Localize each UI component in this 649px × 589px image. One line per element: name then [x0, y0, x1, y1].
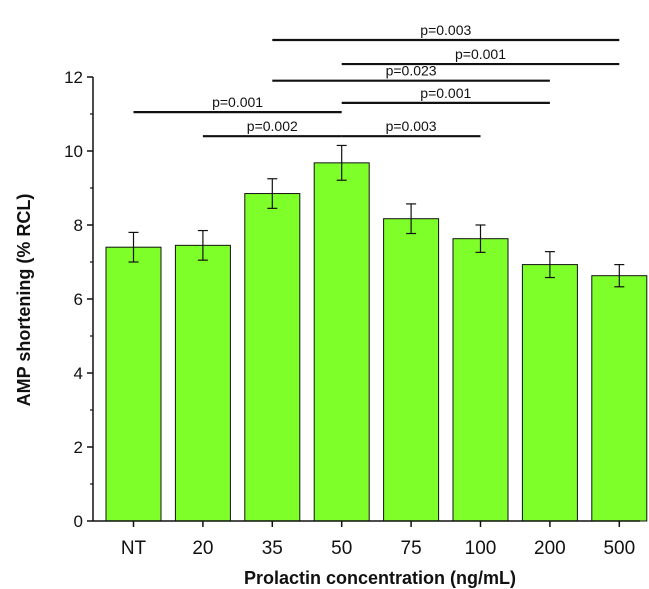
bar — [244, 193, 301, 522]
bar — [383, 218, 440, 522]
bars — [105, 162, 648, 522]
p-value-label: p=0.003 — [420, 22, 471, 38]
x-tick-label: 50 — [331, 538, 352, 559]
y-axis: 0 2 4 6 8 10 12 — [64, 68, 94, 531]
y-tick-label: 10 — [64, 142, 83, 161]
x-tick-label: NT — [121, 538, 147, 559]
y-tick-label: 2 — [74, 438, 83, 457]
bar — [591, 275, 648, 522]
x-tick-label: 200 — [534, 538, 566, 559]
x-tick-label: 35 — [262, 538, 283, 559]
bar — [452, 238, 509, 522]
p-value-label: p=0.001 — [420, 85, 471, 101]
y-tick-label: 12 — [64, 68, 83, 87]
p-value-label: p=0.001 — [455, 46, 506, 62]
p-value-label: p=0.001 — [212, 94, 263, 110]
p-value-label: p=0.023 — [386, 63, 437, 79]
bar — [313, 162, 370, 522]
x-tick-label: 100 — [465, 538, 497, 559]
y-tick-label: 6 — [74, 290, 83, 309]
p-value-label: p=0.003 — [386, 118, 437, 134]
bar — [521, 264, 578, 522]
p-value-label: p=0.002 — [247, 118, 298, 134]
bar — [105, 246, 162, 522]
y-tick-label: 8 — [74, 216, 83, 235]
y-tick-label: 4 — [74, 364, 83, 383]
x-axis-title: Prolactin concentration (ng/mL) — [244, 568, 516, 588]
x-tick-label: 500 — [603, 538, 635, 559]
error-bars — [128, 144, 625, 288]
comparison-brackets: p=0.001 p=0.002 p=0.003 p=0.001 p=0.023 p=0.0… — [133, 22, 620, 138]
x-axis: NT 20 35 50 75 100 200 500 — [93, 520, 640, 559]
y-axis-title: AMP shortening (% RCL) — [14, 194, 34, 407]
x-tick-label: 20 — [192, 538, 213, 559]
x-tick-label: 75 — [401, 538, 422, 559]
bar — [174, 244, 231, 522]
y-tick-label: 0 — [74, 512, 83, 531]
